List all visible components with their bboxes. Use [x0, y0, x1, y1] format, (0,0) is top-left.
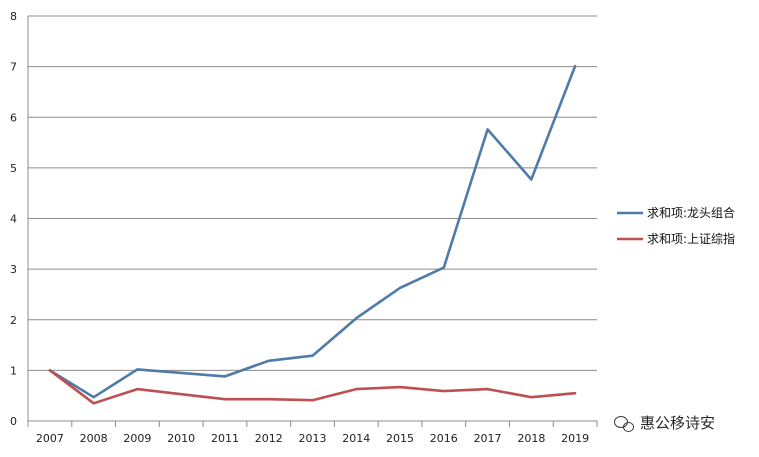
y-tick-label: 2: [10, 314, 17, 327]
axes: [27, 16, 598, 427]
x-tick-label: 2013: [299, 432, 327, 445]
y-tick-label: 8: [10, 10, 17, 23]
wechat-icon: [614, 414, 636, 432]
x-tick-label: 2008: [80, 432, 108, 445]
y-tick-label: 0: [10, 415, 17, 428]
x-tick-label: 2018: [517, 432, 545, 445]
legend-label-1: 求和项:上证综指: [647, 231, 735, 246]
x-tick-label: 2014: [342, 432, 370, 445]
y-tick-label: 6: [10, 111, 17, 124]
x-tick-labels: 2007 2008 2009 2010 2011 2012 2013 2014 2015 2016…: [36, 432, 589, 445]
x-tick-label: 2009: [123, 432, 151, 445]
series-lines: [48, 64, 577, 405]
watermark: 惠公移诗安: [614, 412, 715, 433]
legend-label-0: 求和项:龙头组合: [647, 205, 735, 220]
x-tick-label: 2011: [211, 432, 239, 445]
x-tick-label: 2019: [561, 432, 589, 445]
series-line-0: [48, 64, 577, 399]
x-tick-label: 2010: [167, 432, 195, 445]
watermark-text: 惠公移诗安: [640, 414, 716, 432]
y-tick-label: 3: [10, 263, 17, 276]
y-tick-label: 5: [10, 162, 17, 175]
x-tick-label: 2016: [430, 432, 458, 445]
x-tick-label: 2017: [474, 432, 502, 445]
y-tick-label: 7: [10, 61, 17, 74]
y-tick-labels: 0 1 2 3 4 5 6 7 8: [10, 10, 17, 428]
series-line-1: [48, 369, 577, 405]
y-tick-label: 1: [10, 364, 17, 377]
x-tick-label: 2015: [386, 432, 414, 445]
x-tick-label: 2012: [255, 432, 283, 445]
grid-lines: [28, 15, 597, 371]
y-tick-label: 4: [10, 213, 17, 226]
x-tick-label: 2007: [36, 432, 64, 445]
